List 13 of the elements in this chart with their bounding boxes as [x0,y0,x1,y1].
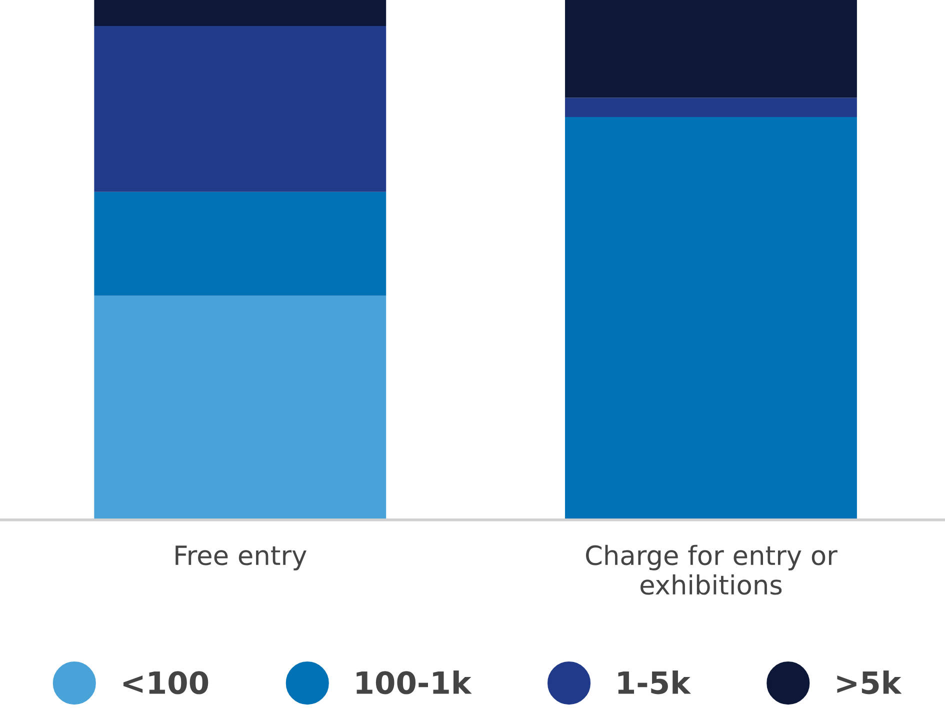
bar [94,0,386,26]
legend-label: 1-5k [618,670,691,694]
bar [565,116,857,520]
bar [94,26,386,192]
legend-label: 100-1k [356,670,472,694]
bar [94,192,386,296]
legend-label: <100 [123,671,208,694]
x-tick-label: Free entry [176,546,306,570]
bar [565,98,857,117]
legend-label: >5k [837,670,902,694]
bar [94,296,386,520]
bar [565,0,857,98]
x-tick-label: Charge for entry or exhibitions [586,544,838,595]
